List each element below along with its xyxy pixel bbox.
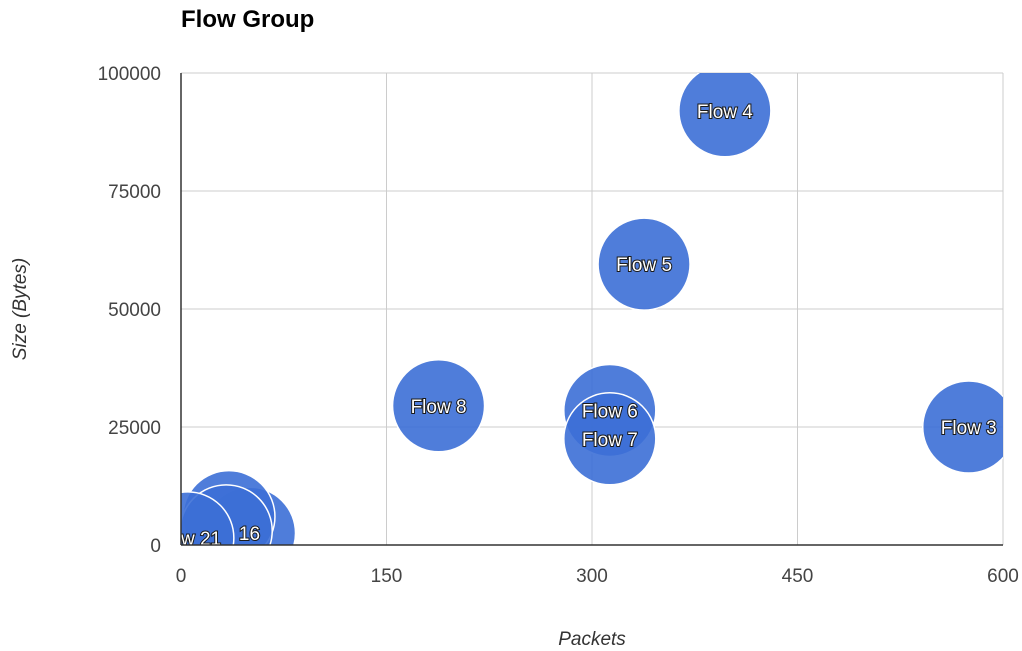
bubble[interactable] <box>597 217 691 311</box>
x-tick-label: 0 <box>176 566 187 587</box>
x-tick-label: 450 <box>782 566 814 587</box>
bubble[interactable] <box>678 65 772 158</box>
x-axis-title: Packets <box>558 629 626 650</box>
bubble-label: 16 <box>239 524 260 545</box>
axes <box>180 73 1003 546</box>
bubble[interactable] <box>391 359 486 453</box>
x-tick-label: 150 <box>371 566 403 587</box>
y-axis-title: Size (Bytes) <box>10 258 31 360</box>
bubble[interactable] <box>922 380 1015 474</box>
y-tick-label: 50000 <box>108 300 161 321</box>
x-tick-label: 600 <box>987 566 1019 587</box>
bubble-label: Flow 4 <box>697 102 753 123</box>
bubble[interactable] <box>563 392 657 486</box>
bubble-label: Flow 3 <box>941 418 997 439</box>
y-tick-label: 0 <box>150 536 161 557</box>
bubble[interactable] <box>142 491 235 584</box>
bubble-label: Flow 21 <box>155 529 222 550</box>
y-tick-label: 25000 <box>108 418 161 439</box>
bubbles-layer: Flow 4 Flow 5 Flow 8 Flow 6 Flow 7 Flow 3 16 Fl… <box>142 65 1015 584</box>
tick-labels: 0 150 300 450 600 0 25000 50000 75000 100000 <box>98 64 1019 587</box>
y-tick-label: 100000 <box>98 64 161 85</box>
bubble-label: Flow 7 <box>582 430 638 451</box>
y-tick-label: 75000 <box>108 182 161 203</box>
bubble-label: Flow 8 <box>411 397 467 418</box>
bubble-label: Flow 6 <box>582 401 638 422</box>
chart-title: Flow Group <box>181 6 315 33</box>
bubble-label: Flow 5 <box>616 255 672 276</box>
x-tick-label: 300 <box>576 566 608 587</box>
